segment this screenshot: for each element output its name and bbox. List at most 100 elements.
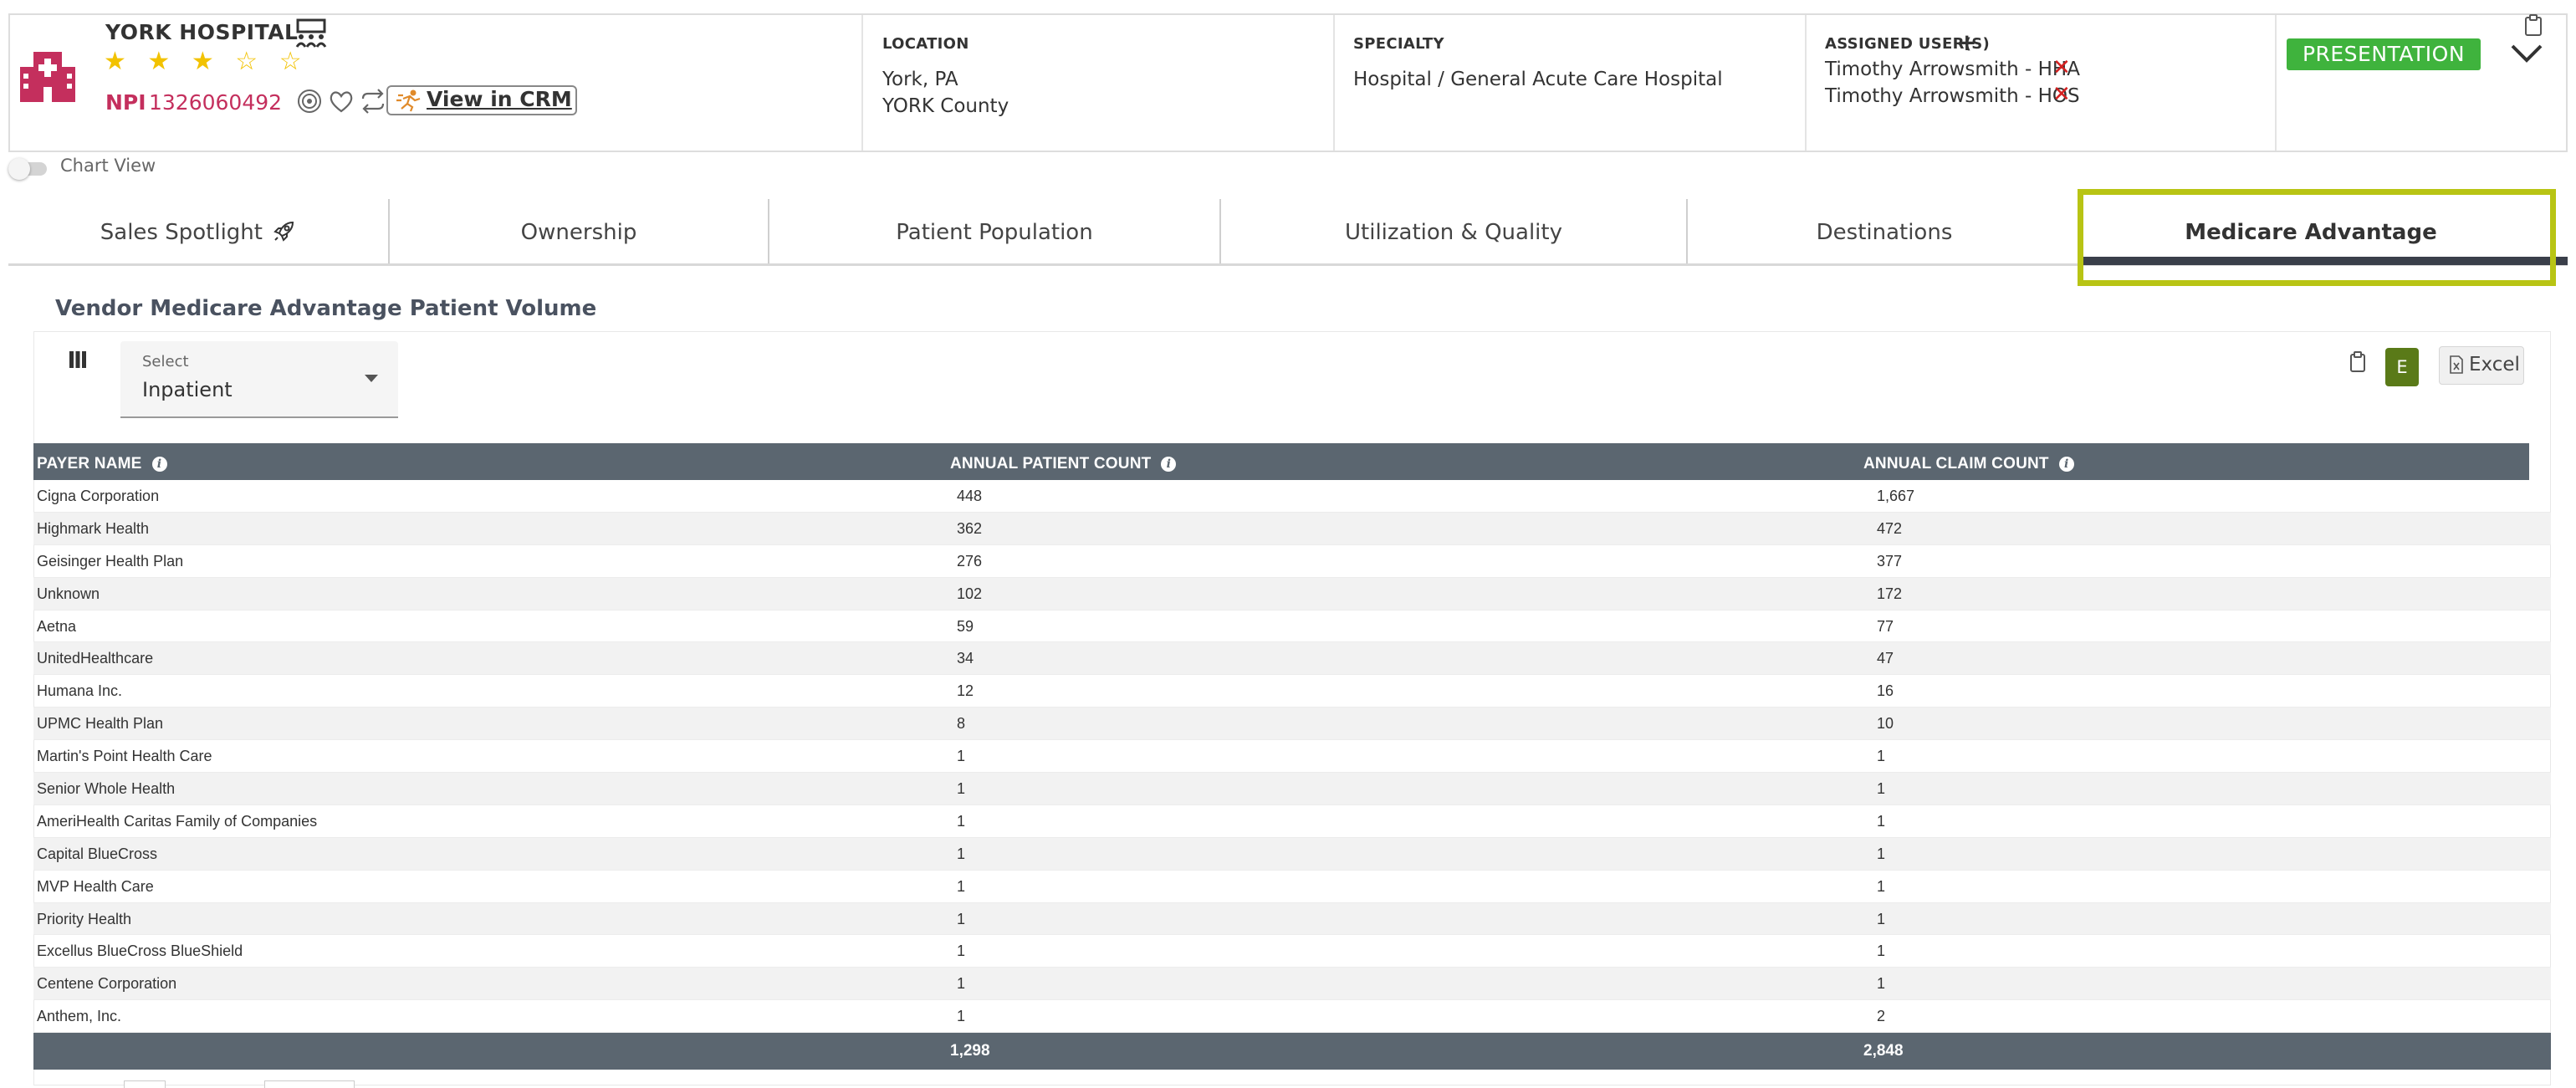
table-row[interactable]: Unknown 102 172	[33, 577, 2551, 610]
tab-patient-population[interactable]: Patient Population	[896, 220, 1093, 245]
claim-count-cell: 1	[1877, 877, 1886, 895]
header-divider	[1333, 15, 1335, 151]
assigned-users-label: ASSIGNED USER(S)	[1825, 35, 1991, 53]
claim-count-cell: 77	[1877, 617, 1894, 635]
table-row[interactable]: Geisinger Health Plan 276 377	[33, 545, 2551, 578]
info-icon[interactable]: i	[1161, 456, 1177, 472]
table-row[interactable]: UPMC Health Plan 8 10	[33, 707, 2551, 741]
table-row[interactable]: MVP Health Care 1 1	[33, 871, 2551, 903]
active-tab-highlight	[2078, 189, 2556, 286]
claim-count-cell: 2	[1877, 1008, 1886, 1025]
tab-divider	[768, 199, 769, 264]
payer-name-cell: Excellus BlueCross BlueShield	[37, 942, 243, 960]
table-header	[33, 443, 2529, 480]
patient-count-cell: 362	[957, 519, 983, 537]
remove-user-icon[interactable]: ✕	[2052, 55, 2071, 80]
patient-count-cell: 1	[957, 845, 966, 862]
view-select[interactable]	[120, 341, 398, 418]
table-row[interactable]: Capital BlueCross 1 1	[33, 837, 2551, 871]
heart-icon[interactable]	[328, 87, 355, 115]
table-row[interactable]: Priority Health 1 1	[33, 902, 2551, 936]
payer-name-cell: UPMC Health Plan	[37, 715, 164, 733]
payer-name-cell: Centene Corporation	[37, 975, 177, 993]
claim-count-cell: 1	[1877, 942, 1886, 960]
sync-icon[interactable]	[360, 87, 386, 115]
header-divider	[2275, 15, 2277, 151]
patient-count-cell: 1	[957, 1008, 966, 1025]
column-header-payer[interactable]: PAYER NAME i	[37, 443, 167, 480]
payer-name-cell: Anthem, Inc.	[37, 1008, 122, 1025]
payer-name-cell: Unknown	[37, 585, 100, 602]
claim-count-cell: 1	[1877, 748, 1886, 765]
table-row[interactable]: Senior Whole Health 1 1	[33, 773, 2551, 805]
npi-number: 1326060492	[149, 90, 283, 115]
payer-name-cell: UnitedHealthcare	[37, 650, 154, 667]
claim-count-cell: 1	[1877, 910, 1886, 927]
excel-button[interactable]	[2439, 346, 2524, 385]
claim-count-cell: 1	[1877, 780, 1886, 798]
total-patient-count: 1,298	[950, 1042, 990, 1060]
pagination-control[interactable]	[264, 1080, 355, 1088]
patient-count-cell: 102	[957, 585, 983, 602]
column-header-patient-count[interactable]: ANNUAL PATIENT COUNT i	[950, 443, 1177, 480]
table-row[interactable]: Highmark Health 362 472	[33, 512, 2551, 545]
header-divider	[1805, 15, 1807, 151]
payer-name-cell: Cigna Corporation	[37, 488, 160, 504]
tab-utilization-quality[interactable]: Utilization & Quality	[1345, 220, 1562, 245]
table-row[interactable]: Cigna Corporation 448 1,667	[33, 480, 2551, 513]
total-claim-count: 2,848	[1863, 1042, 1904, 1060]
payer-name-cell: Martin's Point Health Care	[37, 748, 212, 765]
column-header-label: ANNUAL PATIENT COUNT	[950, 455, 1152, 472]
table-row[interactable]: UnitedHealthcare 34 47	[33, 642, 2551, 676]
patient-count-cell: 1	[957, 942, 966, 960]
dropdown-caret-icon[interactable]	[365, 375, 378, 382]
table-row[interactable]: Anthem, Inc. 1 2	[33, 1000, 2551, 1034]
payer-name-cell: AmeriHealth Caritas Family of Companies	[37, 812, 318, 830]
tab-destinations[interactable]: Destinations	[1816, 220, 1953, 245]
payer-name-cell: Highmark Health	[37, 519, 150, 537]
add-user-icon[interactable]: +	[1957, 28, 1977, 56]
select-label: Select	[142, 353, 189, 370]
table-row[interactable]: Excellus BlueCross BlueShield 1 1	[33, 935, 2551, 968]
table-row[interactable]: Martin's Point Health Care 1 1	[33, 740, 2551, 774]
payer-name-cell: Capital BlueCross	[37, 845, 158, 862]
e-button[interactable]: E	[2385, 348, 2419, 386]
copy-clipboard-icon[interactable]	[2349, 351, 2367, 373]
view-in-crm-button[interactable]	[386, 85, 577, 115]
excel-button-label[interactable]: Excel	[2469, 354, 2520, 375]
specialty-value: Hospital / General Acute Care Hospital	[1353, 69, 1723, 90]
info-icon[interactable]: i	[151, 456, 167, 472]
assigned-user: Timothy Arrowsmith - HHA	[1825, 59, 2080, 80]
tab-sales-spotlight[interactable]: Sales Spotlight	[8, 199, 388, 264]
column-header-label: PAYER NAME	[37, 455, 142, 472]
tab-medicare-advantage[interactable]: Medicare Advantage	[2185, 220, 2437, 245]
claim-count-cell: 1	[1877, 845, 1886, 862]
claim-count-cell: 47	[1877, 650, 1894, 667]
excel-file-icon	[2450, 355, 2463, 374]
table-row[interactable]: Aetna 59 77	[33, 610, 2551, 643]
remove-user-icon[interactable]: ✕	[2052, 82, 2071, 107]
column-header-claim-count[interactable]: ANNUAL CLAIM COUNT i	[1863, 443, 2074, 480]
tab-divider	[1686, 199, 1688, 264]
view-in-crm-label[interactable]: View in CRM	[427, 87, 572, 111]
columns-icon[interactable]	[69, 350, 87, 371]
payer-name-cell: Priority Health	[37, 910, 132, 927]
toggle-knob[interactable]	[8, 158, 30, 180]
payer-name-cell: MVP Health Care	[37, 877, 154, 895]
pagination-control[interactable]	[124, 1080, 166, 1088]
select-value[interactable]: Inpatient	[142, 378, 233, 401]
table-row[interactable]: AmeriHealth Caritas Family of Companies 1…	[33, 805, 2551, 838]
presentation-icon[interactable]	[294, 18, 328, 49]
target-icon[interactable]	[296, 87, 323, 115]
table-row[interactable]: Humana Inc. 12 16	[33, 675, 2551, 708]
patient-count-cell: 1	[957, 748, 966, 765]
table-row[interactable]: Centene Corporation 1 1	[33, 968, 2551, 1001]
clipboard-icon[interactable]	[2522, 13, 2544, 37]
info-icon[interactable]: i	[2058, 456, 2074, 472]
tab-ownership[interactable]: Ownership	[520, 220, 637, 245]
location-city: York, PA	[882, 69, 958, 90]
assigned-user: Timothy Arrowsmith - HOS	[1825, 85, 2080, 107]
provider-header-card	[8, 13, 2568, 152]
location-county: YORK County	[882, 95, 1009, 117]
chevron-down-icon[interactable]	[2509, 42, 2544, 65]
